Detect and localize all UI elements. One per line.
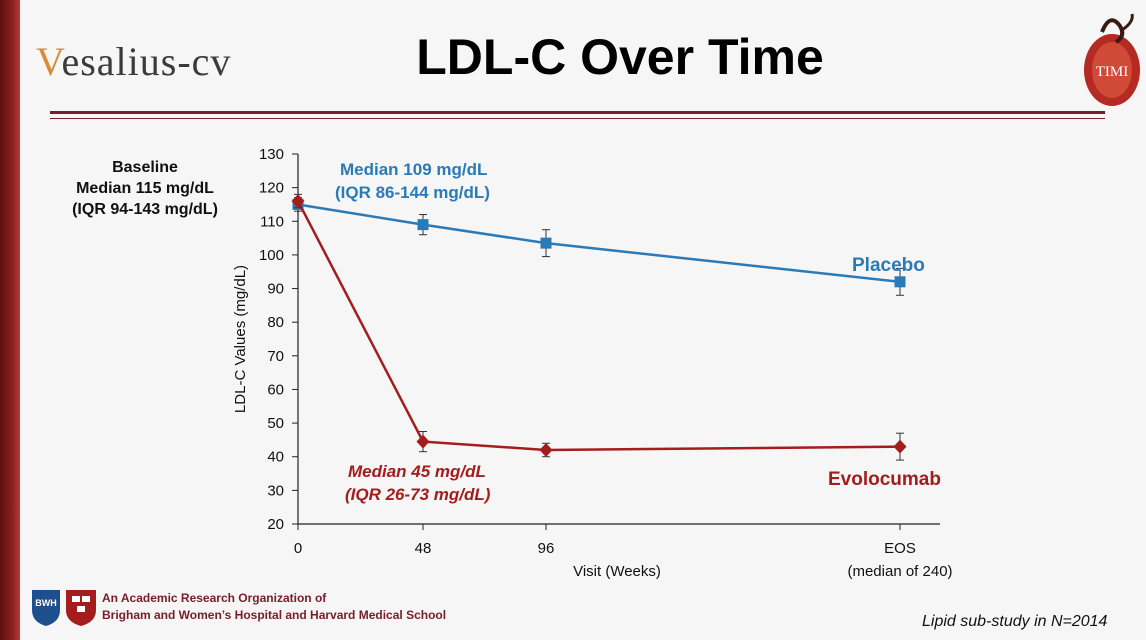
placebo-annotation-line-2: (IQR 86-144 mg/dL) [335, 183, 490, 202]
placebo-series-label: Placebo [852, 255, 925, 276]
footer-org-line-1: An Academic Research Organization of [102, 591, 327, 605]
evolocumab-line [296, 200, 901, 452]
evolocumab-annotation-line-2: (IQR 26-73 mg/dL) [345, 485, 491, 504]
left-accent-bar [0, 0, 20, 640]
x-tick-label: 96 [538, 540, 555, 557]
footer-organization: An Academic Research Organization of Bri… [102, 590, 446, 624]
placebo-point [540, 237, 552, 249]
evolocumab-annotation-line-1: Median 45 mg/dL [348, 462, 486, 481]
placebo-point [894, 276, 906, 288]
y-tick-label: 40 [267, 449, 284, 466]
y-tick-label: 110 [260, 213, 284, 230]
vesalius-logo: Vesalius-cv [36, 39, 232, 84]
y-tick-label: 100 [259, 247, 284, 264]
y-tick-label: 70 [267, 348, 284, 365]
y-axis-label: LDL-C Values (mg/dL) [232, 265, 249, 413]
bwh-shield-text: BWH [35, 598, 57, 608]
baseline-note: Baseline Median 115 mg/dL (IQR 94-143 mg… [40, 157, 250, 220]
evolocumab-point [291, 194, 305, 209]
y-tick-label: 90 [267, 281, 284, 298]
baseline-note-line-3: (IQR 94-143 mg/dL) [72, 201, 218, 218]
footer-logos: BWH [30, 588, 100, 633]
y-tick-label: 20 [267, 516, 284, 533]
y-tick-label: 30 [267, 482, 284, 499]
page-title: LDL-C Over Time [416, 29, 824, 85]
y-tick-label: 50 [267, 415, 284, 432]
bwh-shield-icon [32, 590, 60, 626]
substudy-note: Lipid sub-study in N=2014 [922, 613, 1108, 630]
x-tick-label: 48 [415, 540, 432, 557]
y-tick-label: 60 [267, 381, 284, 398]
timi-logo: TIMI [1084, 13, 1140, 106]
evolocumab-point [539, 443, 553, 457]
footer-org-line-2: Brigham and Women’s Hospital and Harvard… [102, 608, 447, 622]
evolocumab-point [416, 434, 430, 449]
y-tick-label: 130 [259, 146, 284, 163]
baseline-note-line-1: Baseline [112, 159, 178, 176]
placebo-point [417, 219, 429, 231]
baseline-note-line-2: Median 115 mg/dL [76, 180, 214, 197]
y-tick-label: 80 [267, 314, 284, 331]
x-tick-label: EOS [884, 540, 916, 557]
header-divider [50, 111, 1105, 114]
header-divider-thin [50, 118, 1105, 119]
y-tick-label: 120 [259, 180, 284, 197]
evolocumab-point [893, 439, 907, 454]
placebo-line [297, 203, 901, 284]
x-axis-label: Visit (Weeks) [573, 563, 661, 580]
evolocumab-series-label: Evolocumab [828, 469, 941, 490]
timi-logo-text: TIMI [1096, 64, 1129, 80]
x-tick-label: 0 [294, 540, 302, 557]
placebo-annotation-line-1: Median 109 mg/dL [340, 160, 487, 179]
x-tick-sublabel: (median of 240) [847, 563, 952, 580]
